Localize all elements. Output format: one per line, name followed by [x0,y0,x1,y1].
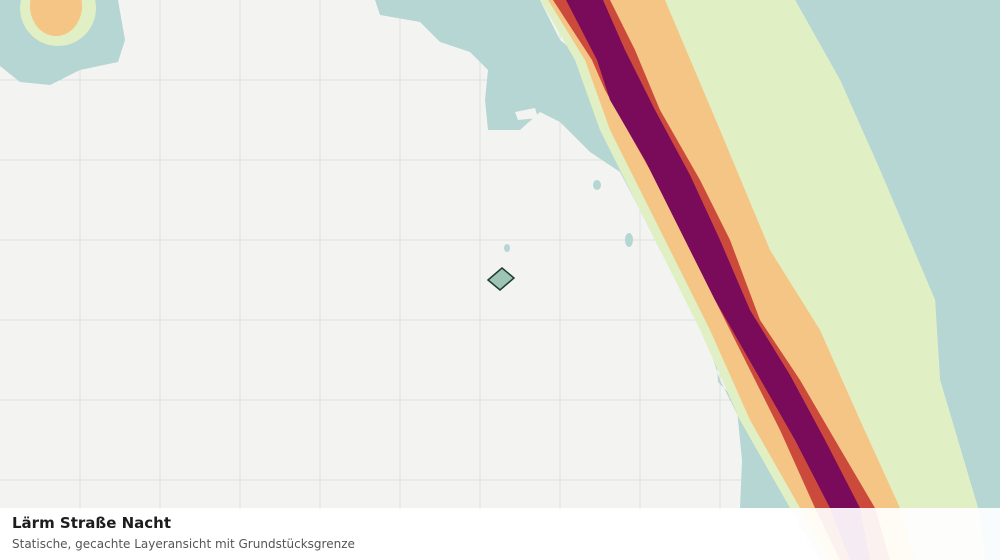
parcel-boundary[interactable] [486,267,516,291]
noise-zone [30,0,82,36]
noise-band [566,0,870,560]
caption-panel [0,508,1000,560]
layer-title: Lärm Straße Nacht [12,514,171,532]
water-gap [515,108,538,120]
noise-zone [795,0,1000,560]
noise-zone [504,244,510,252]
noise-zone [593,180,601,190]
noise-zone [625,233,633,247]
layer-subtitle: Statische, gecachte Layeransicht mit Gru… [12,537,355,551]
